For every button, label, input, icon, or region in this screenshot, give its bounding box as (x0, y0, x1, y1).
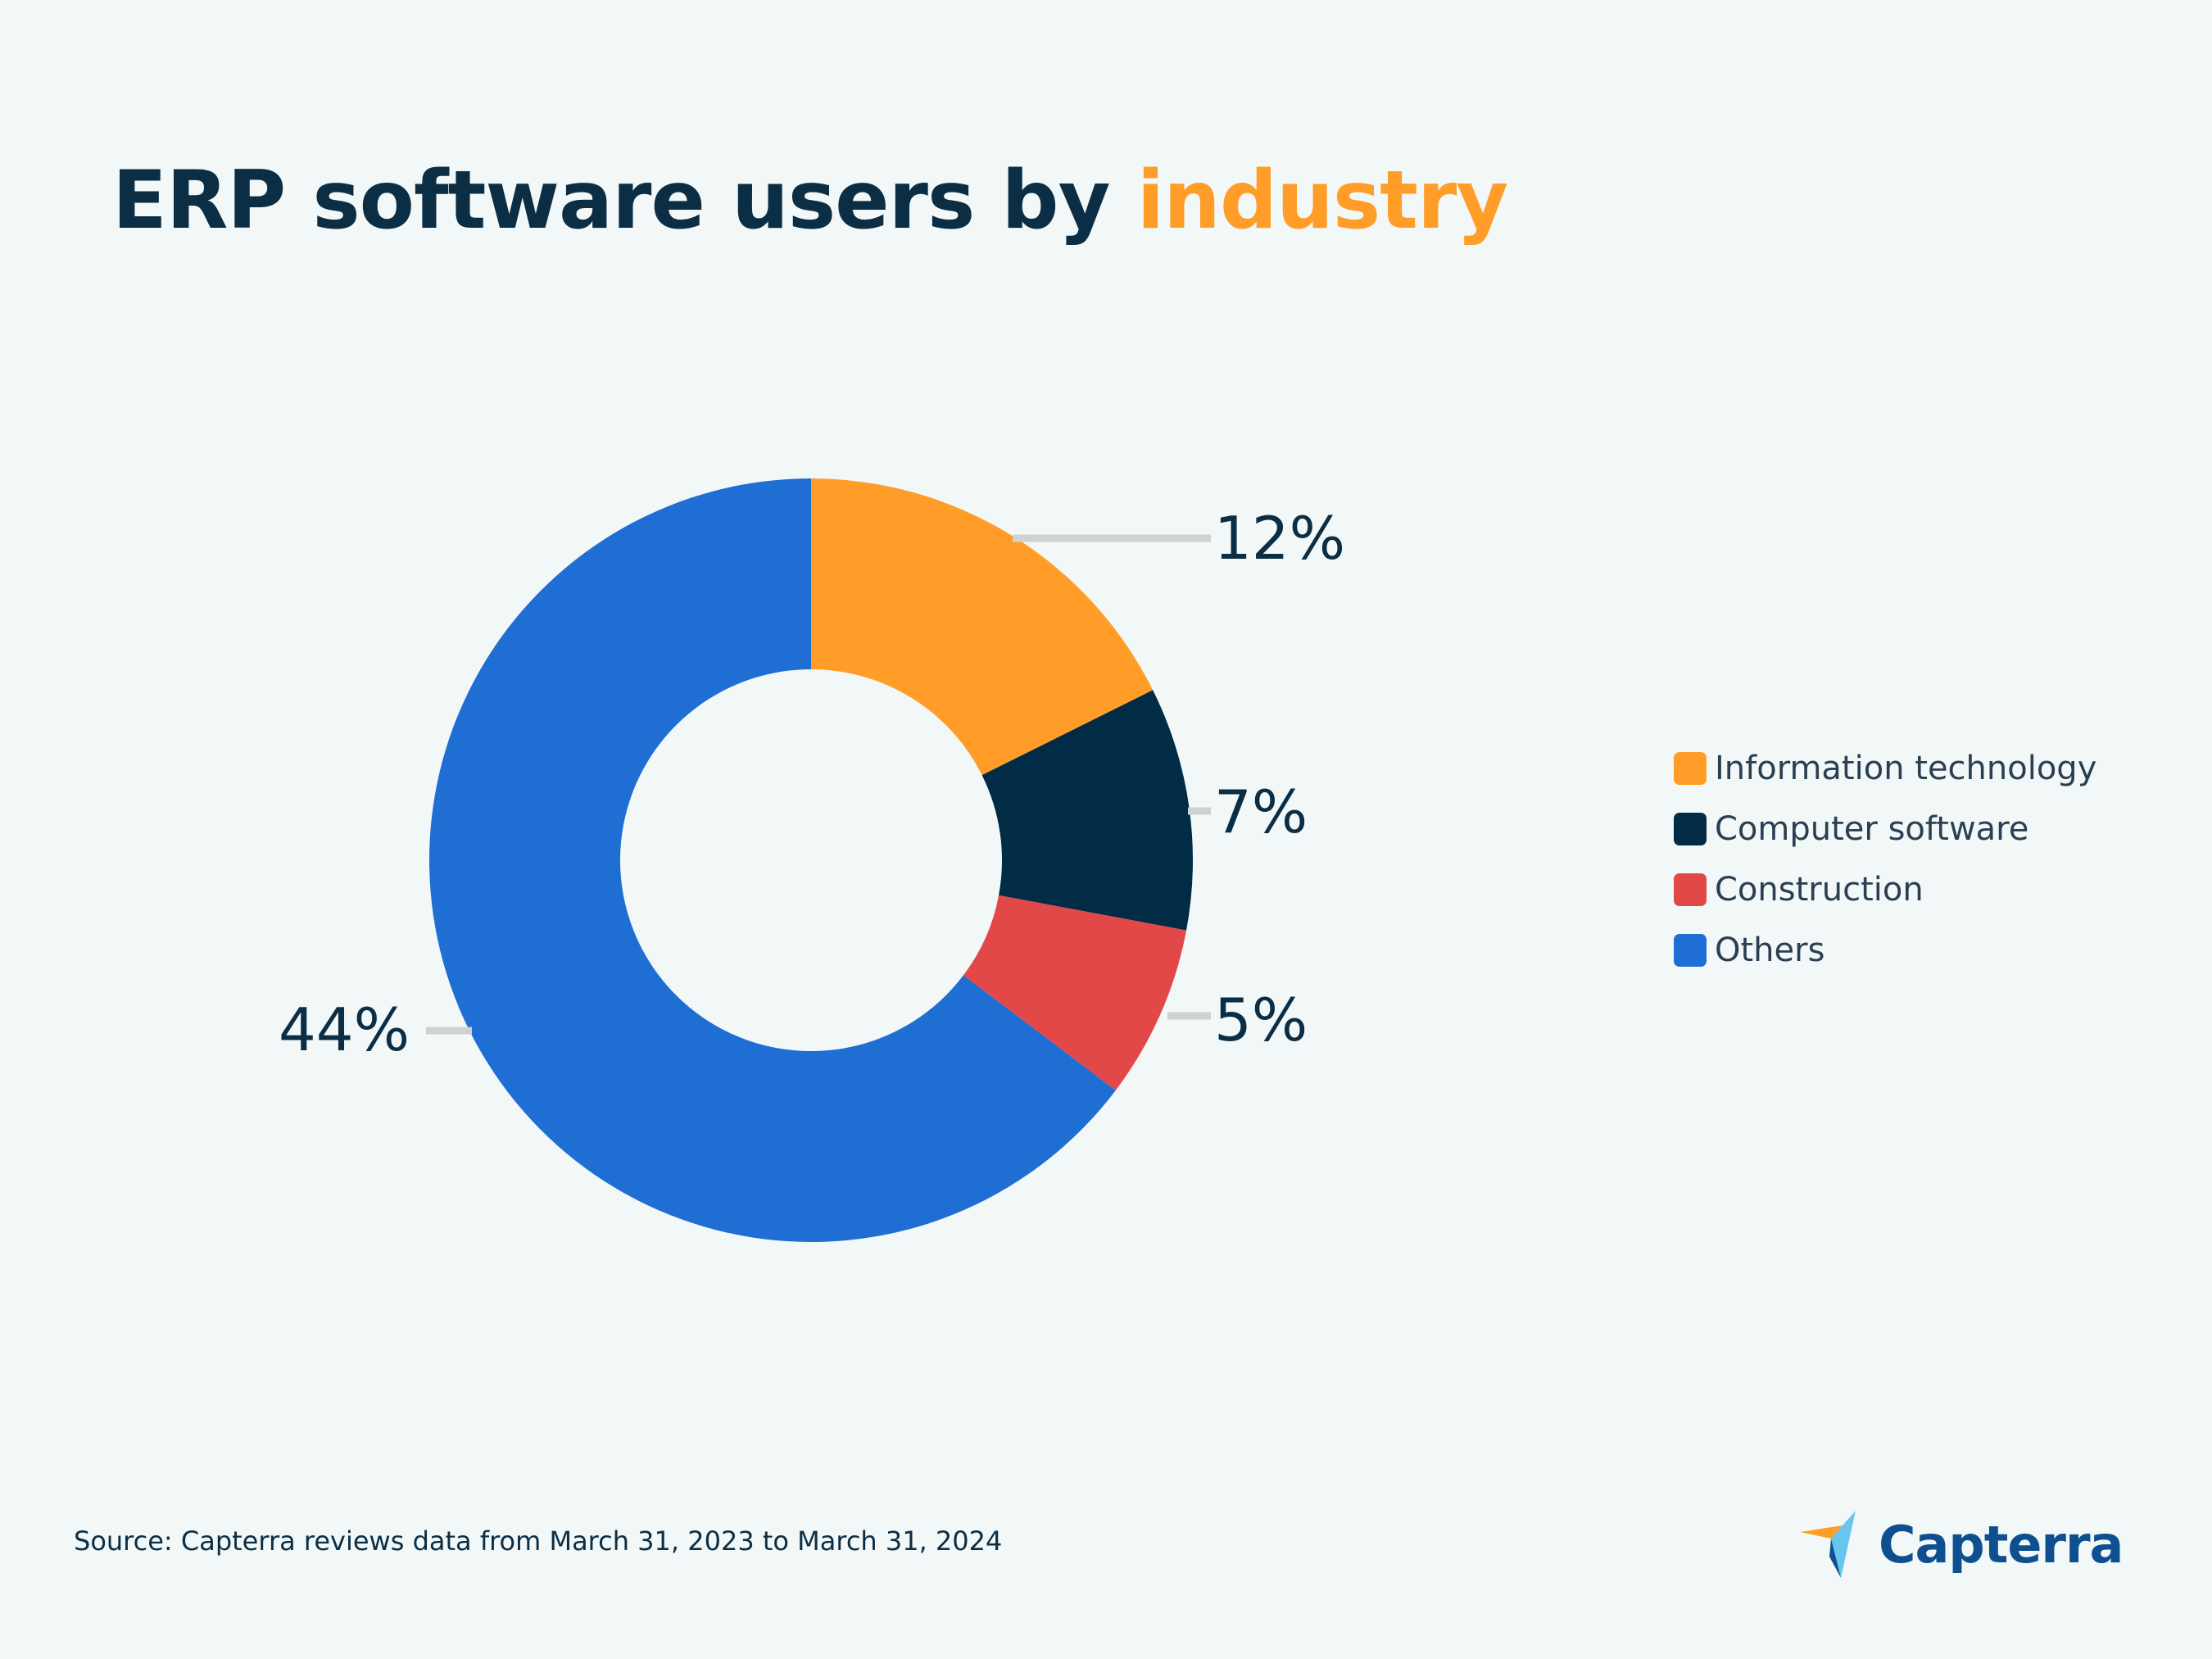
slice-computer-software[interactable] (981, 690, 1193, 931)
capterra-logo[interactable]: Capterra (1798, 1507, 2124, 1581)
legend-label: Others (1715, 931, 1825, 969)
slice-construction[interactable] (963, 895, 1187, 1090)
legend-swatch (1674, 873, 1707, 906)
slice-information-technology[interactable] (811, 478, 1154, 776)
slice-others[interactable] (428, 478, 1116, 1243)
legend-label: Construction (1715, 870, 1924, 909)
legend-swatch (1674, 933, 1707, 967)
legend-item-others[interactable]: Others (1674, 931, 2096, 969)
legend-label: Information technology (1715, 749, 2097, 787)
capterra-arrow-icon (1800, 1511, 1856, 1578)
data-label-information-technology: 12% (1214, 504, 1345, 573)
legend-item-construction[interactable]: Construction (1674, 870, 2096, 909)
legend-swatch (1674, 812, 1707, 845)
legend-item-computer-software[interactable]: Computer software (1674, 809, 2096, 848)
logo-text: Capterra (1879, 1514, 2124, 1575)
legend-swatch (1674, 751, 1707, 785)
data-label-computer-software: 7% (1214, 777, 1308, 846)
data-label-others: 44% (279, 995, 410, 1064)
legend-label: Computer software (1715, 809, 2029, 848)
page-title: ERP software users by industry (112, 154, 1509, 247)
chart-legend: Information technology Computer software… (1674, 749, 2096, 969)
title-main: ERP software users by (112, 154, 1110, 247)
source-note: Source: Capterra reviews data from March… (74, 1525, 1003, 1557)
data-label-construction: 5% (1214, 986, 1308, 1054)
title-accent: industry (1136, 154, 1509, 247)
legend-item-information-technology[interactable]: Information technology (1674, 749, 2096, 787)
